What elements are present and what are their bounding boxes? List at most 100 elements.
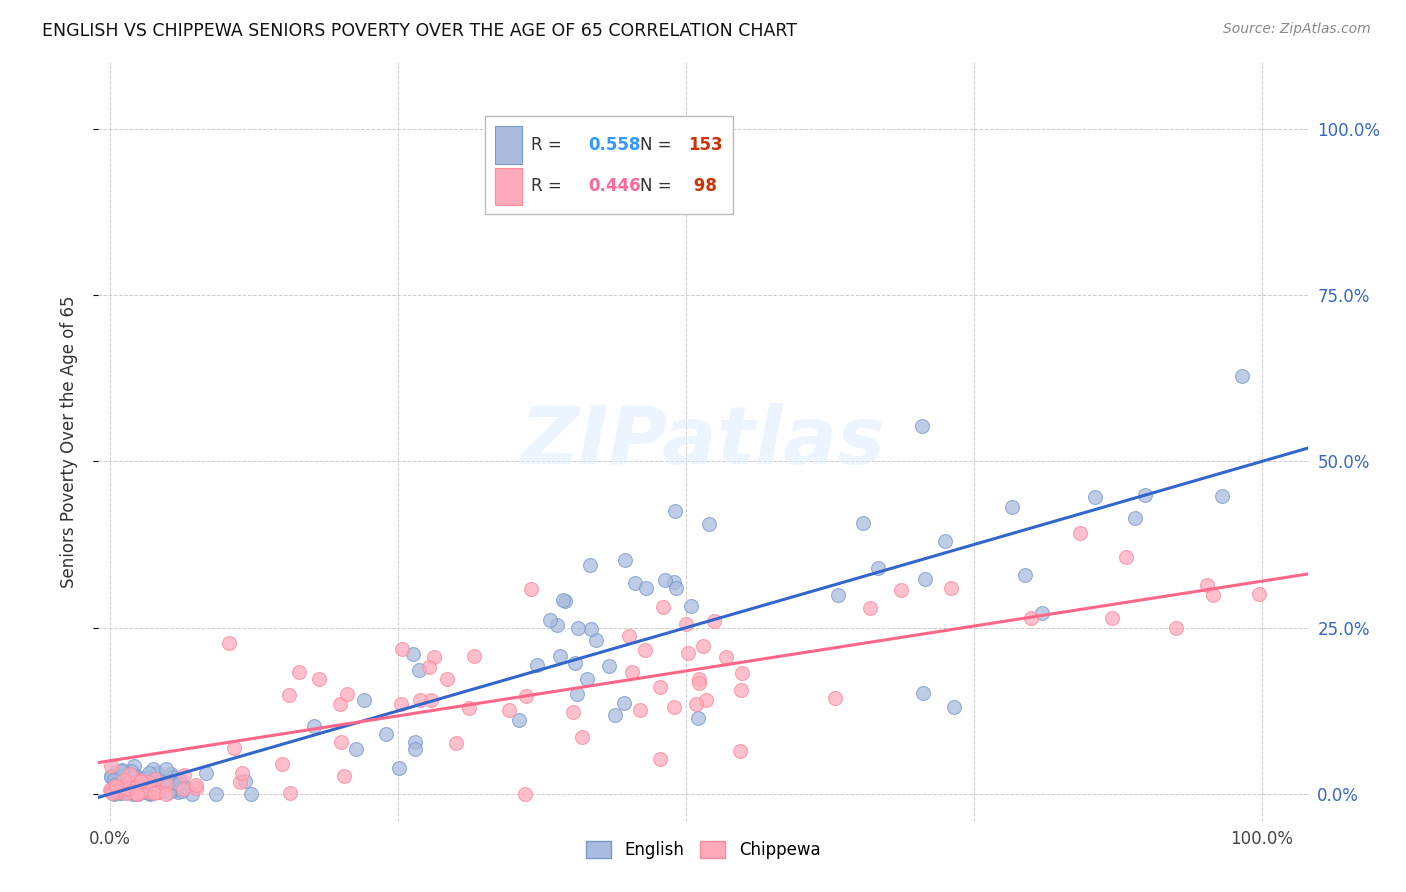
Point bbox=[551, 593, 574, 607]
Point bbox=[104, 785, 127, 799]
Point bbox=[155, 777, 177, 791]
Point bbox=[444, 736, 467, 750]
Point bbox=[145, 782, 167, 797]
Point bbox=[110, 784, 132, 798]
Text: Source: ZipAtlas.com: Source: ZipAtlas.com bbox=[1223, 22, 1371, 37]
Point bbox=[605, 707, 627, 722]
Point bbox=[912, 686, 935, 700]
Point bbox=[115, 782, 138, 797]
Point bbox=[662, 574, 685, 589]
Point bbox=[336, 687, 359, 701]
Point bbox=[408, 663, 430, 677]
Point bbox=[124, 770, 146, 784]
Point bbox=[648, 752, 671, 766]
Point bbox=[134, 784, 156, 798]
Point bbox=[132, 782, 155, 797]
Point bbox=[651, 599, 673, 614]
Point bbox=[110, 773, 132, 788]
Point bbox=[231, 765, 253, 780]
Point bbox=[409, 693, 432, 707]
Point bbox=[205, 787, 228, 801]
Point bbox=[389, 697, 412, 711]
Point bbox=[114, 782, 136, 797]
Point bbox=[115, 785, 138, 799]
Point bbox=[692, 639, 714, 653]
Point bbox=[110, 764, 132, 779]
Point bbox=[127, 786, 149, 800]
Point bbox=[1164, 621, 1187, 635]
Point bbox=[167, 777, 190, 791]
Point bbox=[105, 782, 128, 797]
Point bbox=[146, 785, 169, 799]
Point bbox=[304, 719, 326, 733]
Point bbox=[132, 781, 155, 796]
Point bbox=[1019, 611, 1042, 625]
Point bbox=[122, 774, 145, 789]
Point bbox=[404, 734, 426, 748]
Point bbox=[675, 616, 697, 631]
Point bbox=[120, 764, 142, 778]
Text: 0.558: 0.558 bbox=[588, 136, 641, 154]
Point bbox=[695, 693, 717, 707]
Point bbox=[620, 665, 643, 679]
Point bbox=[579, 558, 602, 573]
Point bbox=[107, 780, 129, 795]
Point bbox=[114, 781, 136, 796]
Point bbox=[240, 787, 263, 801]
Point bbox=[143, 785, 166, 799]
Point bbox=[117, 784, 139, 798]
Point bbox=[890, 582, 912, 597]
Point bbox=[104, 781, 127, 796]
Point bbox=[160, 766, 183, 780]
Point bbox=[714, 650, 737, 665]
Point bbox=[167, 785, 190, 799]
Point bbox=[118, 776, 141, 790]
Point bbox=[122, 785, 145, 799]
Text: N =: N = bbox=[640, 178, 678, 195]
Point bbox=[1197, 578, 1219, 592]
Point bbox=[181, 787, 204, 801]
Point bbox=[101, 781, 124, 796]
Point bbox=[662, 700, 685, 714]
Point bbox=[107, 779, 129, 793]
Point bbox=[141, 779, 163, 793]
Point bbox=[859, 601, 882, 615]
Point bbox=[112, 772, 135, 787]
Point bbox=[163, 782, 186, 797]
Point bbox=[138, 786, 160, 800]
Point bbox=[105, 776, 128, 790]
Point bbox=[124, 782, 146, 797]
Point bbox=[703, 615, 725, 629]
Point bbox=[628, 703, 651, 717]
Text: ENGLISH VS CHIPPEWA SENIORS POVERTY OVER THE AGE OF 65 CORRELATION CHART: ENGLISH VS CHIPPEWA SENIORS POVERTY OVER… bbox=[42, 22, 797, 40]
Point bbox=[1014, 568, 1036, 582]
Point bbox=[634, 582, 657, 596]
Point bbox=[934, 533, 956, 548]
Point bbox=[571, 730, 593, 744]
Point bbox=[134, 775, 156, 789]
Point bbox=[155, 787, 177, 801]
Point bbox=[538, 613, 561, 627]
Point bbox=[288, 665, 311, 679]
Point bbox=[613, 553, 636, 567]
Point bbox=[107, 770, 129, 784]
Point bbox=[104, 779, 127, 793]
Point bbox=[851, 516, 873, 531]
Point bbox=[142, 763, 165, 777]
Point bbox=[685, 697, 707, 711]
Point bbox=[110, 782, 132, 797]
Bar bbox=[495, 127, 522, 164]
Text: 0.446: 0.446 bbox=[588, 178, 641, 195]
Point bbox=[554, 594, 576, 608]
Point bbox=[114, 786, 136, 800]
Point bbox=[515, 787, 537, 801]
Point bbox=[617, 629, 640, 643]
Point bbox=[436, 672, 458, 686]
Point bbox=[1031, 606, 1053, 620]
Point bbox=[613, 697, 636, 711]
FancyBboxPatch shape bbox=[485, 115, 734, 214]
Point bbox=[115, 782, 138, 797]
Point bbox=[117, 782, 139, 797]
Point bbox=[1133, 488, 1156, 502]
Point bbox=[730, 744, 752, 758]
